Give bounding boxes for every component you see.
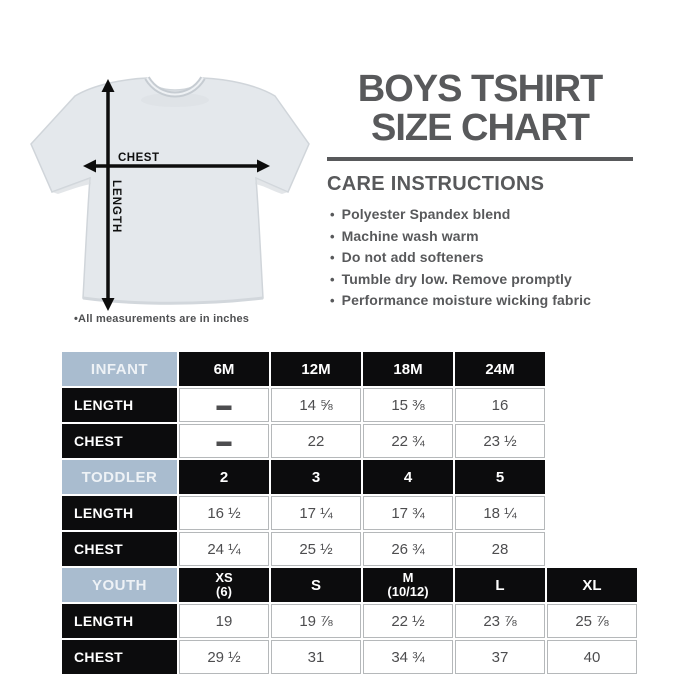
bullet-icon: • [330, 228, 335, 244]
care-item-text: Do not add softeners [341, 249, 484, 265]
table-value: 22 [271, 424, 361, 458]
measurements-footnote: •All measurements are in inches [74, 313, 250, 325]
section-label-toddler: TODDLER [62, 460, 177, 494]
size-col-header: XL [547, 568, 637, 602]
care-item: • Machine wash warm [327, 226, 633, 248]
table-value: ▬ [179, 424, 269, 458]
table-row: LENGTH 19 19 ⅞ 22 ½ 23 ⅞ 25 ⅞ [62, 604, 637, 638]
size-col-header: 3 [271, 460, 361, 494]
page-title-line2: SIZE CHART [371, 107, 590, 149]
table-value: 29 ½ [179, 640, 269, 674]
care-item-text: Performance moisture wicking fabric [341, 292, 592, 308]
tshirt-measurement-diagram: CHEST LENGTH [25, 68, 315, 313]
size-col-header: 6M [179, 352, 269, 386]
care-item: • Polyester Spandex blend [327, 204, 633, 226]
table-value: 17 ¾ [363, 496, 453, 530]
table-value: 31 [271, 640, 361, 674]
table-value: 28 [455, 532, 545, 566]
size-col-header: S [271, 568, 361, 602]
care-item: • Do not add softeners [327, 247, 633, 269]
row-label: CHEST [62, 640, 177, 674]
table-row: LENGTH ▬ 14 ⅝ 15 ⅜ 16 [62, 388, 637, 422]
care-item-text: Tumble dry low. Remove promptly [341, 270, 572, 287]
table-value: 17 ¼ [271, 496, 361, 530]
tshirt-illustration: CHEST LENGTH [30, 76, 310, 311]
table-value: 16 [455, 388, 545, 422]
table-row: CHEST 29 ½ 31 34 ¾ 37 40 [62, 640, 637, 674]
bullet-icon: • [330, 250, 335, 265]
care-instructions-list: • Polyester Spandex blend • Machine wash… [327, 204, 633, 312]
table-value: 34 ¾ [363, 640, 453, 674]
table-row: CHEST 24 ¼ 25 ½ 26 ¾ 28 [62, 532, 637, 566]
care-item: • Tumble dry low. Remove promptly [327, 269, 633, 291]
table-value: 37 [455, 640, 545, 674]
size-col-header: L [455, 568, 545, 602]
table-value: 26 ¾ [363, 532, 453, 566]
table-value: 23 ½ [455, 424, 545, 458]
title-divider [327, 157, 633, 161]
care-item-text: Polyester Spandex blend [341, 206, 511, 222]
table-value: 25 ½ [271, 532, 361, 566]
length-arrow [101, 79, 115, 311]
table-value: 23 ⅞ [455, 604, 545, 638]
table-value: 22 ½ [363, 604, 453, 638]
bullet-icon: • [330, 293, 335, 308]
table-value: 25 ⅞ [547, 604, 637, 638]
size-col-header: M (10/12) [363, 568, 453, 602]
table-row: LENGTH 16 ½ 17 ¼ 17 ¾ 18 ¼ [62, 496, 637, 530]
size-col-header: 12M [271, 352, 361, 386]
chest-arrow-label: CHEST [118, 152, 159, 164]
size-col-header: 18M [363, 352, 453, 386]
table-value: 24 ¼ [179, 532, 269, 566]
size-col-header: 2 [179, 460, 269, 494]
care-item-text: Machine wash warm [341, 227, 479, 244]
row-label: LENGTH [62, 604, 177, 638]
page-title-line1: BOYS TSHIRT [357, 68, 603, 110]
size-col-header: 4 [363, 460, 453, 494]
size-col-header: 24M [455, 352, 545, 386]
table-value: 40 [547, 640, 637, 674]
table-value: 15 ⅜ [363, 388, 453, 422]
care-item: • Performance moisture wicking fabric [327, 290, 633, 312]
table-value: 14 ⅝ [271, 388, 361, 422]
size-col-header: XS (6) [179, 568, 269, 602]
table-value: 19 ⅞ [271, 604, 361, 638]
section-label-infant: INFANT [62, 352, 177, 386]
bullet-icon: • [330, 271, 335, 287]
section-label-youth: YOUTH [62, 568, 177, 602]
section-header-row-infant: INFANT 6M 12M 18M 24M [62, 352, 637, 386]
table-value: 22 ¾ [363, 424, 453, 458]
bullet-icon: • [330, 207, 335, 222]
size-table: INFANT 6M 12M 18M 24M LENGTH ▬ 14 ⅝ 15 ⅜… [62, 352, 637, 674]
section-header-row-youth: YOUTH XS (6) S M (10/12) L XL [62, 568, 637, 602]
row-label: LENGTH [62, 388, 177, 422]
table-row: CHEST ▬ 22 22 ¾ 23 ½ [62, 424, 637, 458]
row-label: LENGTH [62, 496, 177, 530]
row-label: CHEST [62, 532, 177, 566]
row-label: CHEST [62, 424, 177, 458]
title-and-care-column: BOYS TSHIRT SIZE CHART CARE INSTRUCTIONS… [327, 70, 633, 312]
table-value: 19 [179, 604, 269, 638]
chest-arrow [83, 159, 270, 173]
care-instructions-heading: CARE INSTRUCTIONS [327, 173, 545, 195]
table-value: 18 ¼ [455, 496, 545, 530]
length-arrow-label: LENGTH [110, 180, 122, 233]
tshirt-body [30, 77, 310, 304]
section-header-row-toddler: TODDLER 2 3 4 5 [62, 460, 637, 494]
table-value: 16 ½ [179, 496, 269, 530]
table-value: ▬ [179, 388, 269, 422]
size-col-header: 5 [455, 460, 545, 494]
